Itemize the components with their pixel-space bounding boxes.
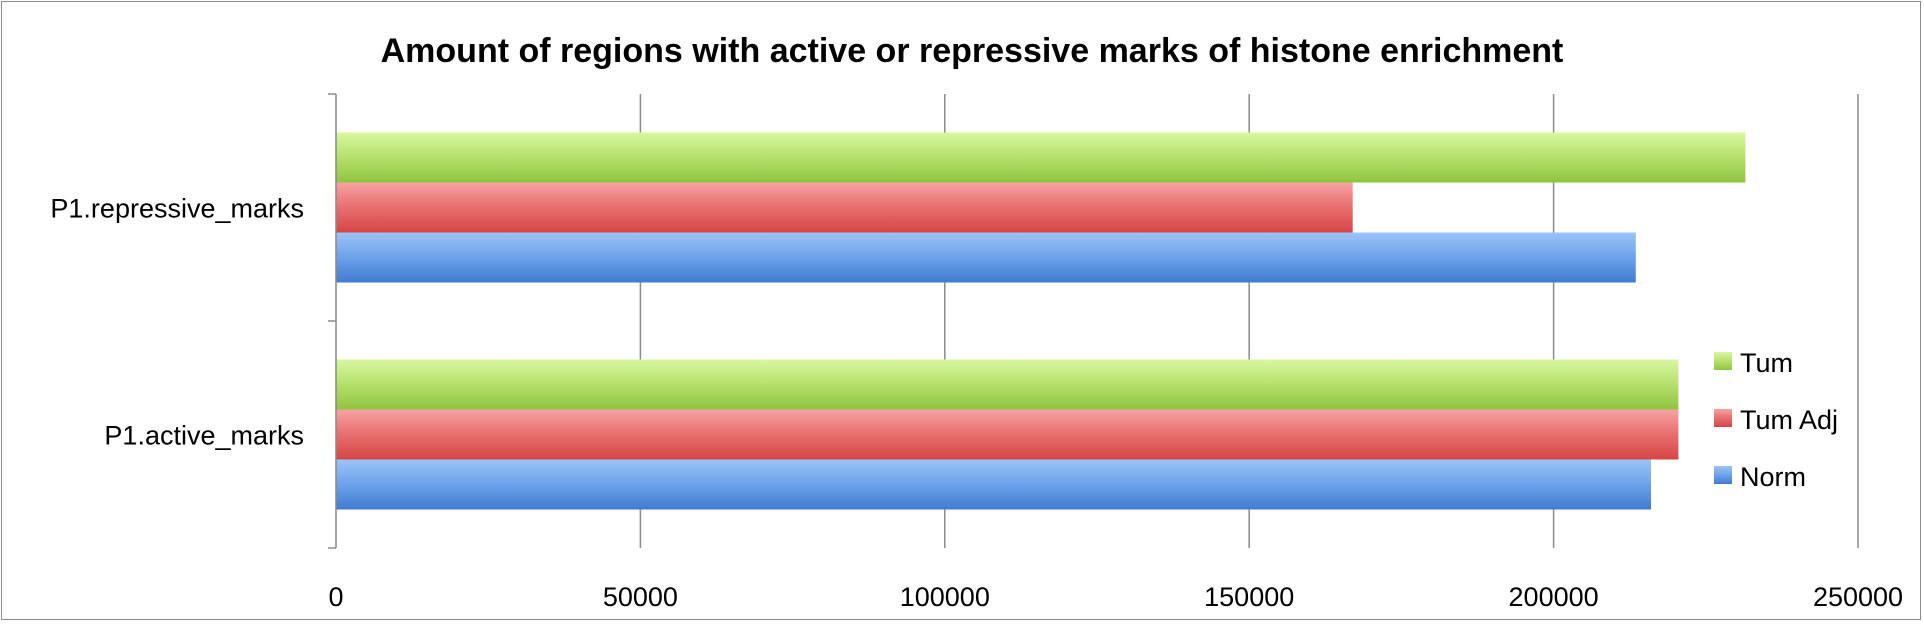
x-tick-label: 100000 — [900, 582, 990, 612]
legend-swatch-norm — [1714, 466, 1732, 484]
bar-norm-p1-repressive-marks — [336, 232, 1636, 283]
bar-layer — [336, 132, 1746, 510]
bar-tum-p1-active-marks — [336, 359, 1679, 410]
legend-label-norm: Norm — [1740, 462, 1806, 492]
bar-norm-p1-active-marks — [336, 459, 1652, 510]
bar-tum-adj-p1-repressive-marks — [336, 182, 1353, 233]
legend-label-tum-adj: Tum Adj — [1740, 405, 1838, 435]
y-category-label: P1.active_marks — [104, 421, 304, 451]
x-tick-label: 150000 — [1204, 582, 1294, 612]
x-tick-label: 0 — [328, 582, 343, 612]
legend: Tum Tum Adj Norm — [1714, 348, 1838, 492]
bar-tum-p1-repressive-marks — [336, 132, 1746, 183]
legend-swatch-tum-adj — [1714, 409, 1732, 427]
legend-label-tum: Tum — [1740, 348, 1793, 378]
x-tick-label: 200000 — [1509, 582, 1599, 612]
bar-tum-adj-p1-active-marks — [336, 409, 1679, 460]
axis-layer: 0 50000 100000 150000 200000 250000 P1.active_… — [50, 93, 1903, 612]
y-category-label: P1.repressive_marks — [50, 194, 304, 224]
x-tick-label: 250000 — [1813, 582, 1903, 612]
chart-title: Amount of regions with active or repress… — [381, 32, 1564, 70]
x-tick-label: 50000 — [603, 582, 678, 612]
legend-swatch-tum — [1714, 352, 1732, 370]
